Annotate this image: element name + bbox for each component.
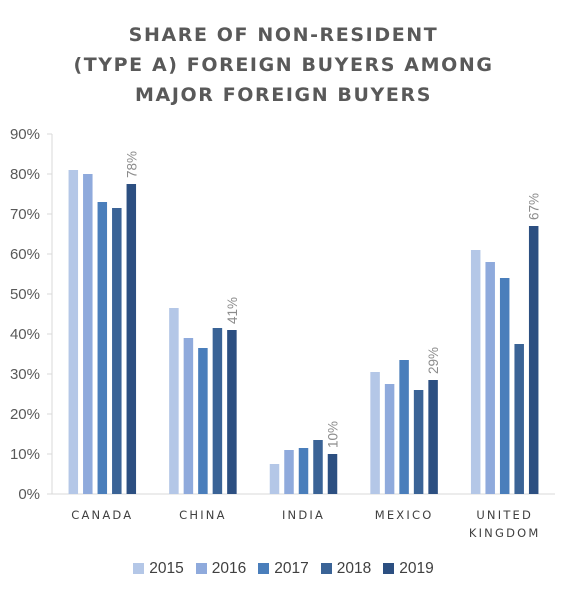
x-category-label: KINGDOM bbox=[469, 526, 541, 540]
x-category-label: INDIA bbox=[282, 508, 325, 522]
data-label: 10% bbox=[326, 421, 341, 448]
x-category-label: CHINA bbox=[179, 508, 227, 522]
y-tick-label: 10% bbox=[10, 446, 40, 463]
bar-2016-mexico bbox=[384, 384, 395, 494]
bar-2018-canada bbox=[112, 208, 122, 494]
bar-2018-mexico bbox=[413, 390, 424, 494]
legend: 2015 2016 2017 2018 2019 bbox=[0, 560, 567, 578]
bar-2016-india bbox=[284, 450, 294, 494]
y-tick-label: 50% bbox=[10, 286, 40, 303]
data-label: 67% bbox=[527, 193, 542, 220]
y-tick-label: 0% bbox=[18, 486, 40, 503]
bar-2015-china bbox=[169, 308, 179, 494]
chart-title-line-2: (TYPE A) FOREIGN BUYERS AMONG bbox=[73, 54, 494, 76]
bar-2019-mexico bbox=[428, 380, 438, 494]
bar-2016-china bbox=[183, 338, 194, 494]
bar-2019-united-kingdom bbox=[528, 226, 539, 494]
legend-swatch bbox=[195, 563, 207, 574]
y-tick-label: 40% bbox=[10, 326, 40, 343]
bar-2015-mexico bbox=[370, 372, 380, 494]
bar-2018-united-kingdom bbox=[514, 344, 524, 494]
legend-item: 2018 bbox=[320, 560, 372, 578]
bar-2017-mexico bbox=[399, 360, 409, 494]
legend-label: 2019 bbox=[399, 560, 434, 577]
bar-2018-india bbox=[313, 440, 323, 494]
legend-label: 2017 bbox=[274, 560, 309, 577]
data-label: 29% bbox=[426, 347, 441, 374]
legend-item: 2016 bbox=[195, 560, 247, 578]
bar-2018-china bbox=[212, 328, 223, 494]
data-label: 78% bbox=[124, 151, 139, 178]
y-tick-label: 30% bbox=[10, 366, 40, 383]
bar-2019-canada bbox=[126, 184, 137, 494]
legend-swatch bbox=[258, 563, 270, 574]
bar-2017-united-kingdom bbox=[499, 278, 510, 494]
bar-2017-india bbox=[298, 448, 309, 494]
legend-item: 2015 bbox=[133, 560, 184, 578]
bar-2019-china bbox=[227, 330, 237, 494]
chart-title-line-3: MAJOR FOREIGN BUYERS bbox=[135, 84, 432, 106]
data-label: 41% bbox=[225, 297, 240, 324]
legend-swatch bbox=[383, 563, 395, 574]
legend-item: 2019 bbox=[383, 560, 434, 578]
bar-2017-china bbox=[198, 348, 208, 494]
legend-item: 2017 bbox=[258, 560, 309, 578]
x-category-label: UNITED bbox=[476, 508, 533, 522]
bar-2015-india bbox=[269, 464, 280, 494]
bar-2019-india bbox=[327, 454, 338, 494]
chart-title: SHARE OF NON-RESIDENT (TYPE A) FOREIGN B… bbox=[0, 20, 567, 110]
bar-2016-canada bbox=[83, 174, 93, 494]
y-tick-label: 20% bbox=[10, 406, 40, 423]
legend-label: 2018 bbox=[336, 560, 372, 577]
y-tick-label: 60% bbox=[10, 246, 40, 263]
bar-2016-united-kingdom bbox=[485, 262, 495, 494]
y-tick-label: 90% bbox=[10, 126, 40, 143]
chart-title-line-1: SHARE OF NON-RESIDENT bbox=[128, 24, 439, 46]
bar-2015-canada bbox=[68, 170, 79, 494]
bar-2017-canada bbox=[97, 202, 108, 494]
x-category-label: CANADA bbox=[71, 508, 133, 522]
legend-label: 2016 bbox=[211, 560, 247, 577]
legend-label: 2015 bbox=[149, 560, 184, 577]
y-tick-label: 80% bbox=[10, 166, 40, 183]
y-tick-label: 70% bbox=[10, 206, 40, 223]
legend-swatch bbox=[133, 563, 145, 574]
x-category-label: MEXICO bbox=[375, 508, 434, 522]
legend-swatch bbox=[320, 563, 332, 574]
bar-2015-united-kingdom bbox=[470, 250, 481, 494]
